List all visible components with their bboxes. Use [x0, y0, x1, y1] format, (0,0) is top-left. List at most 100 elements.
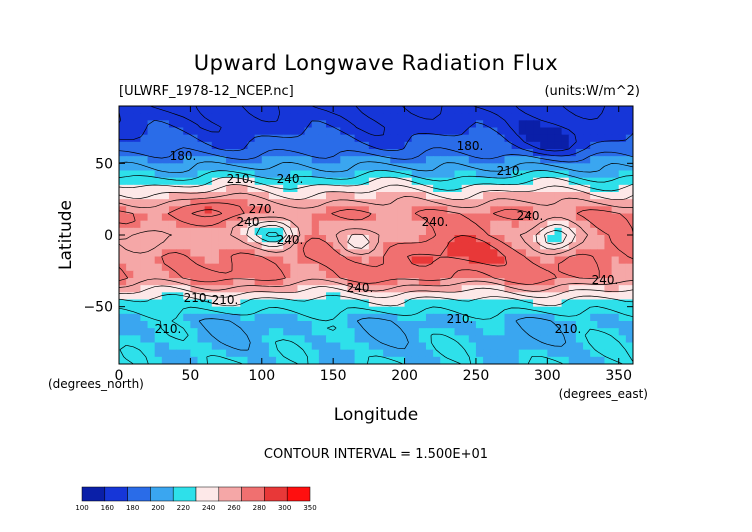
field-cell [211, 356, 220, 364]
field-cell [540, 163, 548, 172]
field-cell [611, 192, 620, 200]
field-cell [383, 106, 391, 114]
field-cell [525, 127, 534, 136]
field-cell [226, 127, 234, 136]
field-cell [161, 170, 170, 179]
field-cell [133, 292, 142, 301]
field-cell [233, 270, 241, 279]
field-cell [425, 213, 434, 222]
field-cell [204, 127, 213, 136]
field-cell [318, 299, 327, 308]
field-cell [276, 249, 284, 258]
field-cell [311, 141, 320, 150]
field-cell [383, 321, 391, 329]
field-cell [540, 192, 548, 200]
field-cell [518, 299, 527, 308]
field-cell [240, 321, 249, 329]
field-cell [154, 156, 163, 164]
field-cell [297, 256, 306, 265]
field-cell [240, 134, 249, 143]
contour-line [119, 161, 633, 351]
field-cell [425, 292, 434, 301]
field-cell [218, 328, 227, 336]
field-cell [533, 356, 541, 364]
field-cell [611, 235, 620, 243]
field-cell [254, 321, 263, 329]
field-cell [533, 184, 541, 193]
field-cell [326, 163, 334, 172]
field-cell [525, 163, 534, 172]
field-cell [126, 149, 134, 157]
field-cell [404, 349, 413, 358]
field-cell [183, 285, 191, 293]
field-cell [454, 356, 463, 364]
field-cell [126, 263, 134, 272]
field-cell [425, 342, 434, 351]
field-cell [547, 335, 556, 344]
field-cell [161, 256, 170, 265]
field-cell [461, 235, 470, 243]
field-cell [490, 278, 498, 286]
field-cell [147, 127, 156, 136]
field-cell [233, 342, 241, 351]
field-cell [190, 349, 199, 358]
field-cell [240, 127, 249, 136]
field-cell [197, 170, 206, 179]
field-cell [247, 299, 256, 308]
field-cell [268, 285, 277, 293]
field-cell [497, 206, 506, 215]
field-cell [504, 321, 513, 329]
field-cell [411, 335, 420, 344]
field-cell [247, 127, 256, 136]
field-cell [525, 184, 534, 193]
field-cell [261, 192, 270, 200]
field-cell [333, 256, 341, 265]
field-cell [447, 120, 456, 129]
field-cell [347, 328, 356, 336]
field-cell [411, 227, 420, 236]
field-cell [561, 342, 570, 351]
field-cell [261, 127, 270, 136]
field-cell [540, 120, 548, 129]
field-cell [533, 113, 541, 121]
field-cell [218, 335, 227, 344]
field-cell [418, 184, 427, 193]
field-cell [190, 342, 199, 351]
field-cell [261, 206, 270, 215]
field-cell [440, 313, 448, 322]
field-cell [404, 299, 413, 308]
field-cell [533, 263, 541, 272]
field-cell [440, 149, 448, 157]
field-cell [176, 177, 184, 186]
x-tick-label: 300 [534, 368, 561, 384]
field-cell [311, 149, 320, 157]
field-cell [590, 170, 598, 179]
field-cell [247, 349, 256, 358]
field-cell [447, 249, 456, 258]
field-cell [176, 349, 184, 358]
field-cell [168, 106, 177, 114]
field-cell [183, 263, 191, 272]
field-cell [311, 227, 320, 236]
field-cell [311, 313, 320, 322]
field-cell [261, 356, 270, 364]
contour-line [119, 119, 633, 157]
field-cell [283, 278, 291, 286]
field-cell [254, 349, 263, 358]
field-cell [204, 342, 213, 351]
field-cell [554, 270, 563, 279]
field-cell [483, 342, 491, 351]
field-cell [440, 285, 448, 293]
field-cell [561, 199, 570, 207]
field-cell [340, 156, 349, 164]
field-cell [297, 313, 306, 322]
contour-label: 240. [277, 233, 304, 247]
field-cell [119, 349, 127, 358]
field-cell [625, 106, 633, 114]
field-cell [554, 170, 563, 179]
field-cell [254, 242, 263, 250]
field-cell [490, 113, 498, 121]
field-cell [597, 156, 606, 164]
field-cell [397, 349, 406, 358]
field-cell [211, 242, 220, 250]
